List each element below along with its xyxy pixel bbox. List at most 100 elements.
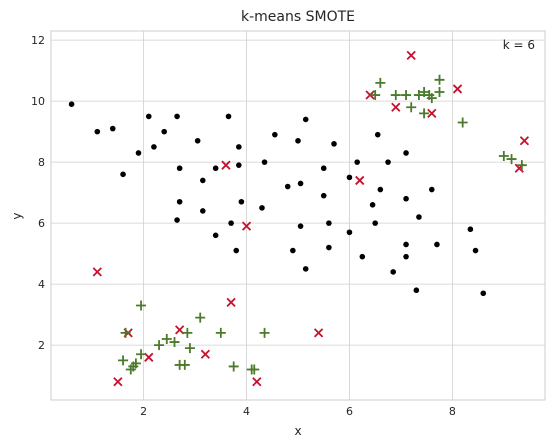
point-x — [92, 267, 102, 277]
point-plus — [390, 90, 401, 101]
point-plus — [184, 343, 195, 354]
point-circle — [225, 113, 232, 120]
y-axis-label: y — [10, 212, 24, 219]
chart-title: k-means SMOTE — [241, 9, 355, 25]
point-circle — [94, 128, 101, 135]
point-x — [313, 328, 324, 338]
point-circle — [385, 159, 391, 165]
point-plus — [506, 154, 517, 165]
point-circle — [161, 128, 168, 135]
point-plus — [118, 355, 129, 366]
point-plus — [161, 334, 172, 345]
point-circle — [259, 205, 265, 211]
point-plus — [136, 300, 147, 311]
point-plus — [228, 361, 239, 372]
y-tick-label: 4 — [38, 278, 45, 291]
plot-frame — [50, 30, 546, 401]
point-circle — [290, 247, 296, 254]
point-x — [519, 136, 530, 146]
point-circle — [320, 165, 327, 172]
point-plus — [406, 102, 417, 113]
point-circle — [212, 232, 219, 239]
x-tick-label: 8 — [449, 405, 456, 418]
point-circle — [403, 241, 409, 248]
point-circle — [331, 141, 337, 147]
point-plus — [215, 327, 226, 338]
point-circle — [472, 247, 479, 254]
point-circle — [68, 101, 75, 107]
point-x — [355, 175, 365, 186]
point-circle — [233, 247, 240, 254]
point-circle — [372, 220, 378, 226]
point-plus — [179, 359, 190, 370]
point-plus — [154, 340, 165, 351]
point-circle — [434, 241, 440, 248]
point-plus — [498, 151, 509, 162]
point-circle — [320, 192, 327, 199]
data-points — [68, 50, 530, 387]
point-circle — [272, 131, 278, 138]
point-x — [427, 108, 437, 118]
point-circle — [174, 217, 180, 223]
point-circle — [176, 165, 183, 172]
y-tick-label: 2 — [38, 339, 45, 352]
point-circle — [428, 186, 435, 193]
point-plus — [259, 327, 270, 338]
point-x — [113, 377, 123, 387]
point-x — [200, 349, 211, 359]
y-tick-label: 10 — [31, 95, 45, 108]
point-circle — [403, 150, 409, 156]
point-circle — [467, 226, 474, 233]
point-circle — [416, 214, 422, 220]
point-circle — [297, 180, 304, 187]
grid-layer — [51, 31, 545, 400]
point-circle — [174, 113, 180, 120]
point-x — [406, 50, 416, 61]
point-circle — [261, 159, 268, 165]
point-circle — [200, 208, 206, 214]
y-tick-label: 12 — [31, 34, 45, 47]
point-circle — [194, 137, 201, 144]
point-circle — [369, 202, 376, 208]
point-circle — [212, 165, 219, 172]
y-tick-label: 6 — [38, 217, 45, 230]
point-circle — [151, 144, 157, 150]
point-plus — [434, 74, 445, 85]
point-circle — [354, 159, 360, 165]
point-circle — [346, 229, 353, 236]
point-circle — [480, 290, 487, 297]
point-circle — [377, 186, 384, 193]
point-circle — [326, 244, 332, 251]
point-circle — [228, 220, 234, 226]
y-tick-label: 8 — [38, 156, 45, 169]
x-tick-label: 4 — [243, 405, 250, 418]
point-circle — [326, 220, 332, 226]
point-plus — [419, 86, 430, 97]
point-circle — [145, 113, 152, 120]
tick-labels: 2 4 6 8 2 4 6 8 10 12 — [31, 34, 456, 418]
point-plus — [516, 160, 527, 171]
x-tick-label: 2 — [140, 405, 147, 418]
point-circle — [359, 253, 366, 260]
point-x — [452, 84, 463, 94]
point-x — [252, 377, 262, 387]
k-annotation: k = 6 — [503, 38, 535, 52]
point-plus — [434, 86, 445, 97]
point-plus — [136, 349, 147, 360]
point-circle — [236, 162, 242, 168]
x-tick-label: 6 — [346, 405, 353, 418]
point-circle — [284, 183, 291, 190]
point-circle — [302, 116, 309, 123]
point-x — [241, 221, 252, 231]
point-circle — [236, 144, 242, 150]
point-circle — [120, 171, 126, 178]
point-plus — [426, 93, 437, 104]
point-plus — [413, 90, 424, 101]
point-circle — [176, 198, 183, 205]
point-circle — [403, 195, 409, 202]
point-x — [144, 352, 154, 362]
point-x — [365, 90, 375, 100]
point-plus — [457, 117, 468, 128]
point-circle — [238, 198, 245, 205]
